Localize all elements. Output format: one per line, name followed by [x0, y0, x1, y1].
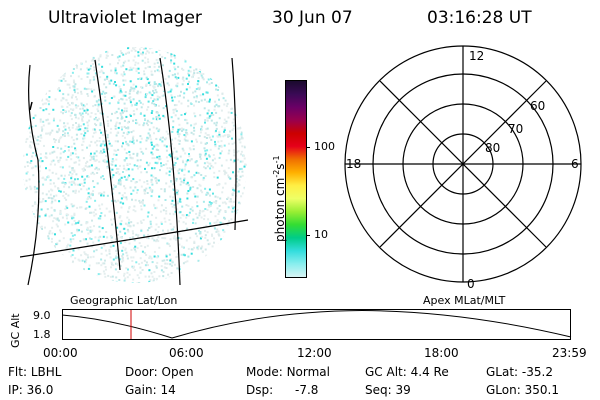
uv-emission-speckle — [23, 47, 247, 283]
timeline-left-title: Geographic Lat/Lon — [70, 294, 178, 307]
info-flt: Flt: LBHL — [8, 365, 62, 379]
timeline-xtick-0600: 06:00 — [169, 346, 204, 360]
info-ip: IP: 36.0 — [8, 383, 54, 397]
instrument-title: Ultraviolet Imager — [48, 8, 202, 28]
info-gain: Gain: 14 — [125, 383, 176, 397]
colorbar-tick-marks — [306, 147, 310, 148]
info-glat: GLat: -35.2 — [486, 365, 553, 379]
observation-time: 03:16:28 UT — [427, 8, 532, 28]
info-dsp: Dsp: -7.8 — [246, 383, 319, 397]
colorbar-gradient — [286, 81, 306, 277]
grid-line — [20, 219, 249, 258]
colorbar-tick-10: 10 — [314, 228, 328, 241]
timeline-ytick-low: 1.8 — [33, 328, 51, 341]
timeline-xtick-1800: 18:00 — [424, 346, 459, 360]
colorbar-tick-100: 100 — [314, 140, 335, 153]
timeline-xtick-2359: 23:59 — [552, 346, 587, 360]
lat-label-70: 70 — [508, 122, 523, 136]
info-glon: GLon: 350.1 — [486, 383, 559, 397]
grid-line — [159, 57, 181, 286]
grid-line — [27, 64, 40, 286]
timeline-right-title: Apex MLat/MLT — [423, 294, 506, 307]
info-mode: Mode: Normal — [246, 365, 330, 379]
timeline-xtick-0000: 00:00 — [43, 346, 78, 360]
mlt-line-diag — [379, 80, 547, 248]
mlt-label-0: 0 — [467, 277, 475, 291]
uv-image-panel — [20, 47, 249, 286]
grid-line — [231, 57, 237, 231]
mlt-label-12: 12 — [469, 49, 484, 63]
lat-label-60: 60 — [530, 99, 545, 113]
info-seq: Seq: 39 — [365, 383, 411, 397]
info-gc-alt: GC Alt: 4.4 Re — [365, 365, 449, 379]
timeline-ytick-high: 9.0 — [33, 309, 51, 322]
timeline-xtick-1200: 12:00 — [297, 346, 332, 360]
info-door: Door: Open — [125, 365, 194, 379]
mlt-label-6: 6 — [571, 157, 579, 171]
orbit-altitude-timeline — [62, 309, 572, 340]
lat-label-80: 80 — [485, 141, 500, 155]
colorbar-axis-label: photon cm-2s-1 — [272, 155, 287, 242]
colorbar-tick-marks — [306, 235, 310, 236]
timeline-ylabel: GC Alt — [9, 313, 22, 348]
colorbar — [285, 80, 307, 278]
observation-date: 30 Jun 07 — [272, 8, 353, 28]
grid-line — [29, 101, 33, 111]
polar-mlat-mlt-plot: 12 18 6 0 60 70 80 — [344, 45, 582, 291]
mlt-label-18: 18 — [346, 157, 361, 171]
grid-line — [94, 59, 121, 271]
altitude-curve — [62, 309, 572, 339]
